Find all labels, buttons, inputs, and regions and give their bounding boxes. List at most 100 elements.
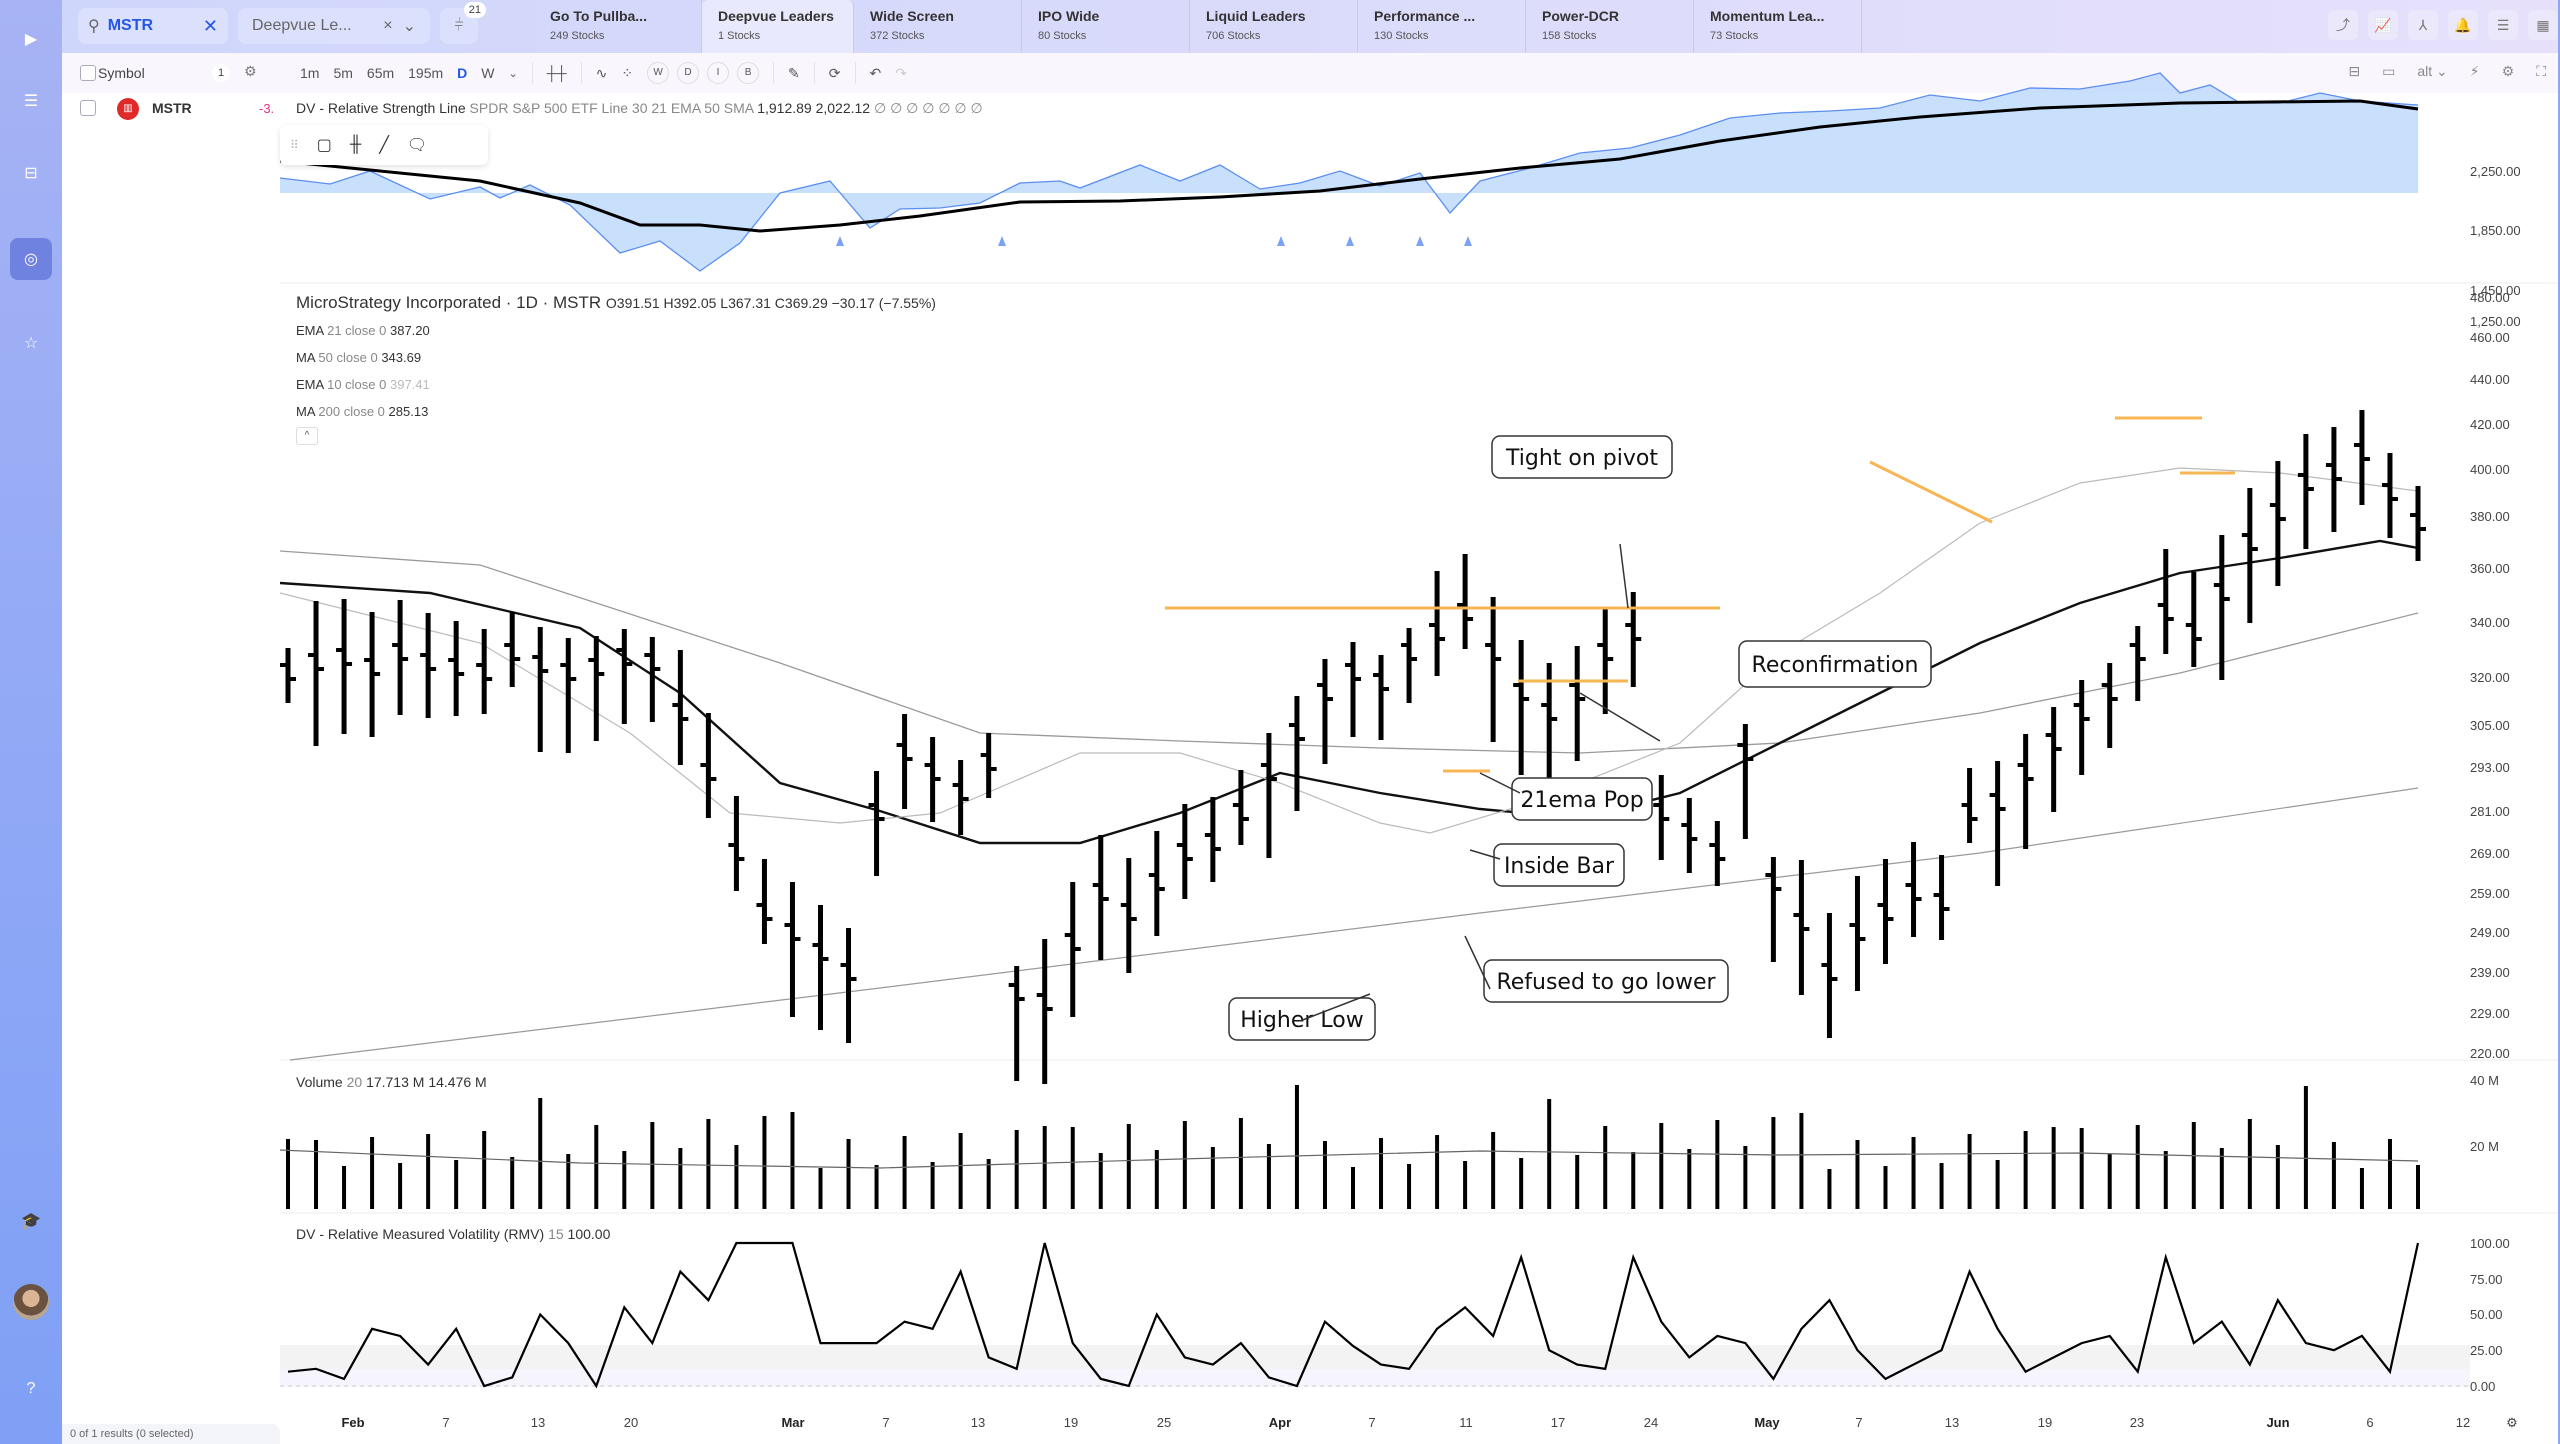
timeframe-1m[interactable]: 1m: [300, 65, 320, 81]
tab-count: 706 Stocks: [1206, 30, 1261, 42]
redo-icon[interactable]: ↷: [895, 64, 907, 81]
tab-liquid-leaders[interactable]: Liquid Leaders 706 Stocks: [1190, 0, 1358, 53]
svg-text:11: 11: [1459, 1415, 1473, 1430]
bar-pattern-tool-icon[interactable]: ╫: [349, 136, 362, 153]
svg-text:6: 6: [2366, 1415, 2373, 1430]
svg-text:2,250.00: 2,250.00: [2470, 164, 2521, 179]
volume-legend: Volume 20 17.713 M 14.476 M: [296, 1074, 487, 1090]
svg-text:Inside Bar: Inside Bar: [1504, 854, 1615, 879]
list-view-icon[interactable]: ☰: [2488, 10, 2518, 40]
quick-w-button[interactable]: W: [647, 62, 670, 84]
column-count-badge: 1: [212, 64, 230, 82]
indicator-legend[interactable]: MA 200 close 0 285.13: [296, 404, 429, 419]
tab-ipo-wide[interactable]: IPO Wide 80 Stocks: [1022, 0, 1190, 53]
quick-search-icon[interactable]: ⚡: [2469, 63, 2480, 79]
clear-watchlist-icon[interactable]: ×: [383, 17, 393, 34]
timeframe-5m[interactable]: 5m: [333, 65, 353, 81]
chart-toolbar-right: ⊟ ▭ alt ⌄ ⚡ ⚙ ⛶: [2348, 63, 2546, 80]
quick-i-button[interactable]: I: [707, 62, 730, 84]
tab-deepvue-leaders[interactable]: Deepvue Leaders 1 Stocks: [702, 0, 854, 53]
indicator-legend[interactable]: EMA 10 close 0 397.41: [296, 377, 430, 392]
line-chart-icon[interactable]: 📈: [2368, 10, 2398, 40]
svg-text:19: 19: [1064, 1415, 1078, 1430]
select-all-checkbox[interactable]: [80, 65, 96, 81]
tab-label: Liquid Leaders: [1206, 8, 1306, 24]
alt-select[interactable]: alt ⌄: [2417, 63, 2448, 79]
svg-text:75.00: 75.00: [2470, 1272, 2503, 1287]
search-input[interactable]: MSTR: [107, 17, 154, 34]
svg-text:19: 19: [2038, 1415, 2052, 1430]
logo-icon[interactable]: ▶: [24, 31, 38, 48]
gear-icon[interactable]: ⚙: [244, 63, 257, 79]
watchlist-row[interactable]: ▥ MSTR -3.: [62, 93, 280, 123]
svg-text:20 M: 20 M: [2470, 1139, 2499, 1154]
timeframe-65m[interactable]: 65m: [366, 65, 395, 81]
watchlist-select[interactable]: Deepvue Le... × ⌄: [238, 8, 430, 44]
education-icon[interactable]: 🎓: [21, 1213, 41, 1230]
templates-icon[interactable]: ⁘: [621, 64, 634, 81]
list-icon[interactable]: ☰: [23, 93, 39, 110]
callout-tool-icon[interactable]: 🗨: [406, 137, 428, 154]
refresh-icon[interactable]: ⟳: [828, 64, 841, 81]
chart-canvas[interactable]: 2,250.00 1,850.00 1,450.00 1,250.00 480.00 46…: [280, 53, 2558, 1444]
quick-b-button[interactable]: B: [737, 62, 760, 84]
quick-d-button[interactable]: D: [677, 62, 700, 84]
trendline-tool-icon[interactable]: ╱: [379, 137, 389, 154]
svg-text:480.00: 480.00: [2470, 290, 2510, 305]
price-title: MicroStrategy Incorporated · 1D · MSTR: [296, 293, 602, 312]
symbol-column-header[interactable]: Symbol: [98, 65, 145, 81]
collapse-legend-button[interactable]: ^: [296, 427, 318, 445]
annotation-callout: Tight on pivot: [1491, 435, 1673, 479]
timeframe-w[interactable]: W: [481, 65, 495, 81]
draw-pencil-icon[interactable]: ✎: [788, 64, 800, 81]
stock-logo-icon: ▥: [117, 98, 139, 120]
rectangle-tool-icon[interactable]: ▢: [316, 137, 332, 154]
indicators-icon[interactable]: ∿: [595, 64, 608, 81]
svg-text:25.00: 25.00: [2470, 1343, 2503, 1358]
chevron-down-icon[interactable]: ⌄: [402, 18, 416, 35]
drag-handle-icon[interactable]: ⠿: [290, 138, 299, 152]
tab-wide-screen[interactable]: Wide Screen 372 Stocks: [854, 0, 1022, 53]
timeframe-d[interactable]: D: [457, 65, 468, 81]
svg-text:Tight on pivot: Tight on pivot: [1505, 446, 1658, 471]
rs-null-marks: ∅ ∅ ∅ ∅ ∅ ∅ ∅: [873, 100, 983, 116]
grid-view-icon[interactable]: ▦: [2528, 10, 2558, 40]
tab-go-to-pullba[interactable]: Go To Pullba... 249 Stocks: [534, 0, 702, 53]
undo-icon[interactable]: ↶: [869, 64, 882, 81]
timeframe-195m[interactable]: 195m: [408, 65, 444, 81]
target-icon[interactable]: ◎: [10, 238, 52, 280]
indicator-legend[interactable]: EMA 21 close 0 387.20: [296, 323, 430, 338]
watchlist-header: Symbol 1 ⚙: [62, 53, 280, 93]
help-icon[interactable]: ?: [26, 1380, 36, 1397]
bar-style-icon[interactable]: ┼┼: [546, 65, 567, 81]
row-checkbox[interactable]: [80, 100, 96, 116]
chevron-down-icon[interactable]: ⌄: [508, 67, 518, 80]
share-icon[interactable]: ⤴: [2328, 10, 2358, 40]
symbol-search[interactable]: ⚲ MSTR ✕: [78, 8, 228, 44]
svg-text:1,250.00: 1,250.00: [2470, 314, 2521, 329]
star-icon[interactable]: ☆: [23, 335, 39, 352]
watchlist-tabs: Go To Pullba... 249 Stocks Deepvue Leaders…: [534, 0, 1862, 53]
svg-text:7: 7: [1368, 1415, 1375, 1430]
network-icon[interactable]: ⅄: [2408, 10, 2438, 40]
layout-icon[interactable]: ⊟: [2348, 63, 2361, 79]
avatar[interactable]: [13, 1284, 49, 1320]
settings-gear-icon[interactable]: ⚙: [2501, 63, 2515, 79]
bell-icon[interactable]: 🔔: [2448, 10, 2478, 40]
tab-power-dcr[interactable]: Power-DCR 158 Stocks: [1526, 0, 1694, 53]
tab-performance[interactable]: Performance ... 130 Stocks: [1358, 0, 1526, 53]
tab-momentum-lea[interactable]: Momentum Lea... 73 Stocks: [1694, 0, 1862, 53]
layout-icon[interactable]: ⊟: [24, 165, 38, 182]
clear-search-icon[interactable]: ✕: [202, 15, 218, 36]
filter-button[interactable]: ⫩ 21: [440, 2, 486, 44]
fullscreen-icon[interactable]: ⛶: [2536, 63, 2546, 79]
folder-icon[interactable]: ▭: [2382, 63, 2396, 79]
svg-text:23: 23: [2130, 1415, 2144, 1430]
svg-text:50.00: 50.00: [2470, 1307, 2503, 1322]
tab-label: Momentum Lea...: [1710, 8, 1825, 24]
divider: [813, 62, 815, 84]
indicator-legend[interactable]: MA 50 close 0 343.69: [296, 350, 422, 365]
svg-text:0.00: 0.00: [2470, 1379, 2495, 1394]
